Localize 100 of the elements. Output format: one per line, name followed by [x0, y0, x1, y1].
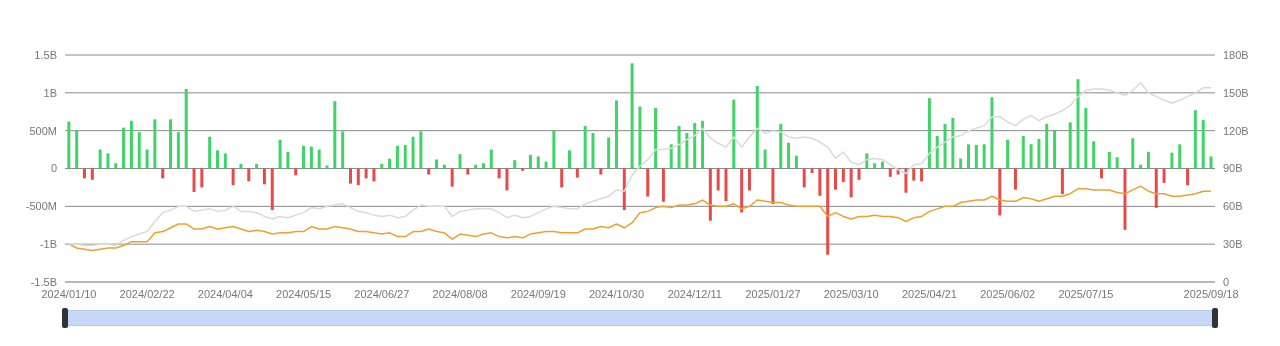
bar [654, 107, 658, 169]
bar [1037, 138, 1041, 169]
bar [75, 130, 79, 169]
bar [231, 168, 235, 186]
y2-tick-label: 120B [1223, 124, 1249, 137]
x-tick-label: 2025/03/10 [823, 287, 879, 300]
bar [489, 149, 493, 169]
y2-tick-label: 0 [1223, 275, 1230, 288]
bar [607, 137, 611, 169]
bar [90, 168, 94, 180]
bar [841, 168, 845, 183]
bar [865, 153, 869, 169]
bar [834, 168, 838, 190]
bar [568, 150, 572, 169]
y2-tick-label: 60B [1223, 200, 1243, 213]
bar [215, 150, 219, 169]
y-tick-label: -1.5B [30, 275, 57, 288]
bar [974, 145, 978, 169]
line-series [68, 185, 1212, 252]
bar [622, 168, 626, 211]
x-tick-label: 2024/10/30 [589, 287, 645, 300]
bar [176, 132, 180, 169]
x-tick-label: 2024/01/10 [41, 287, 97, 300]
bar [1123, 168, 1127, 230]
bar [411, 136, 415, 169]
bar [849, 168, 853, 198]
bar [630, 63, 634, 169]
bar [513, 160, 517, 169]
bar [818, 168, 822, 196]
bar [145, 149, 149, 169]
y-tick-label: -1B [39, 238, 57, 251]
bar [497, 168, 501, 179]
x-tick-label: 2024/08/08 [432, 287, 488, 300]
x-tick-label: 2024/05/15 [276, 287, 332, 300]
bar [1060, 168, 1064, 195]
x-tick-label: 2025/01/27 [745, 287, 801, 300]
bar [505, 168, 509, 191]
y2-tick-label: 150B [1223, 86, 1249, 99]
bar [724, 168, 728, 202]
bar [317, 149, 321, 169]
bar [967, 144, 971, 169]
bar [802, 168, 806, 188]
y2-tick-label: 30B [1223, 238, 1243, 251]
bar [959, 158, 963, 169]
bar [184, 89, 188, 169]
bar [137, 132, 141, 169]
bar [646, 168, 650, 197]
bar [129, 120, 133, 169]
bar [1092, 141, 1096, 169]
y2-tick-label: 180B [1223, 48, 1249, 61]
bar [1107, 151, 1111, 169]
bar [708, 168, 712, 221]
bar [638, 106, 642, 169]
bar [904, 168, 908, 193]
line-series [68, 81, 1212, 247]
x-tick-label: 2024/02/22 [119, 287, 175, 300]
x-tick-label: 2025/04/21 [901, 287, 957, 300]
bar [661, 168, 665, 202]
bar [67, 121, 71, 169]
bar [771, 168, 775, 205]
bar [560, 168, 564, 188]
bar [1045, 123, 1049, 169]
x-tick-label: 2024/06/27 [354, 287, 410, 300]
bar [1139, 164, 1143, 169]
y-tick-label: 0 [50, 162, 57, 175]
bar [1186, 168, 1190, 186]
bar [575, 168, 579, 178]
bar [341, 131, 345, 169]
bar [1178, 144, 1182, 169]
bar [927, 98, 931, 169]
bar [262, 168, 266, 185]
bar [1021, 135, 1025, 169]
bar [364, 168, 368, 179]
y-tick-label: 1.5B [34, 48, 57, 61]
bar [1193, 110, 1197, 169]
bar [794, 155, 798, 169]
bar [239, 163, 243, 169]
bar [481, 163, 485, 169]
bar [380, 163, 384, 169]
bar [153, 119, 157, 169]
bar [1029, 144, 1033, 169]
bar [880, 161, 884, 169]
bar [888, 168, 892, 177]
bar [982, 144, 986, 169]
bar [1146, 151, 1150, 169]
y-tick-label: 1B [43, 86, 57, 99]
bar [998, 168, 1002, 216]
bar [106, 153, 110, 169]
bar [474, 164, 478, 169]
bar [223, 153, 227, 169]
bar [1115, 157, 1119, 169]
x-tick-label: 2025/07/15 [1058, 287, 1114, 300]
bar [732, 99, 736, 169]
bar [912, 168, 916, 181]
bar [294, 168, 298, 176]
bar [403, 145, 407, 169]
bar [779, 123, 783, 169]
bar [450, 168, 454, 187]
bar [747, 168, 751, 191]
bar [528, 154, 532, 169]
